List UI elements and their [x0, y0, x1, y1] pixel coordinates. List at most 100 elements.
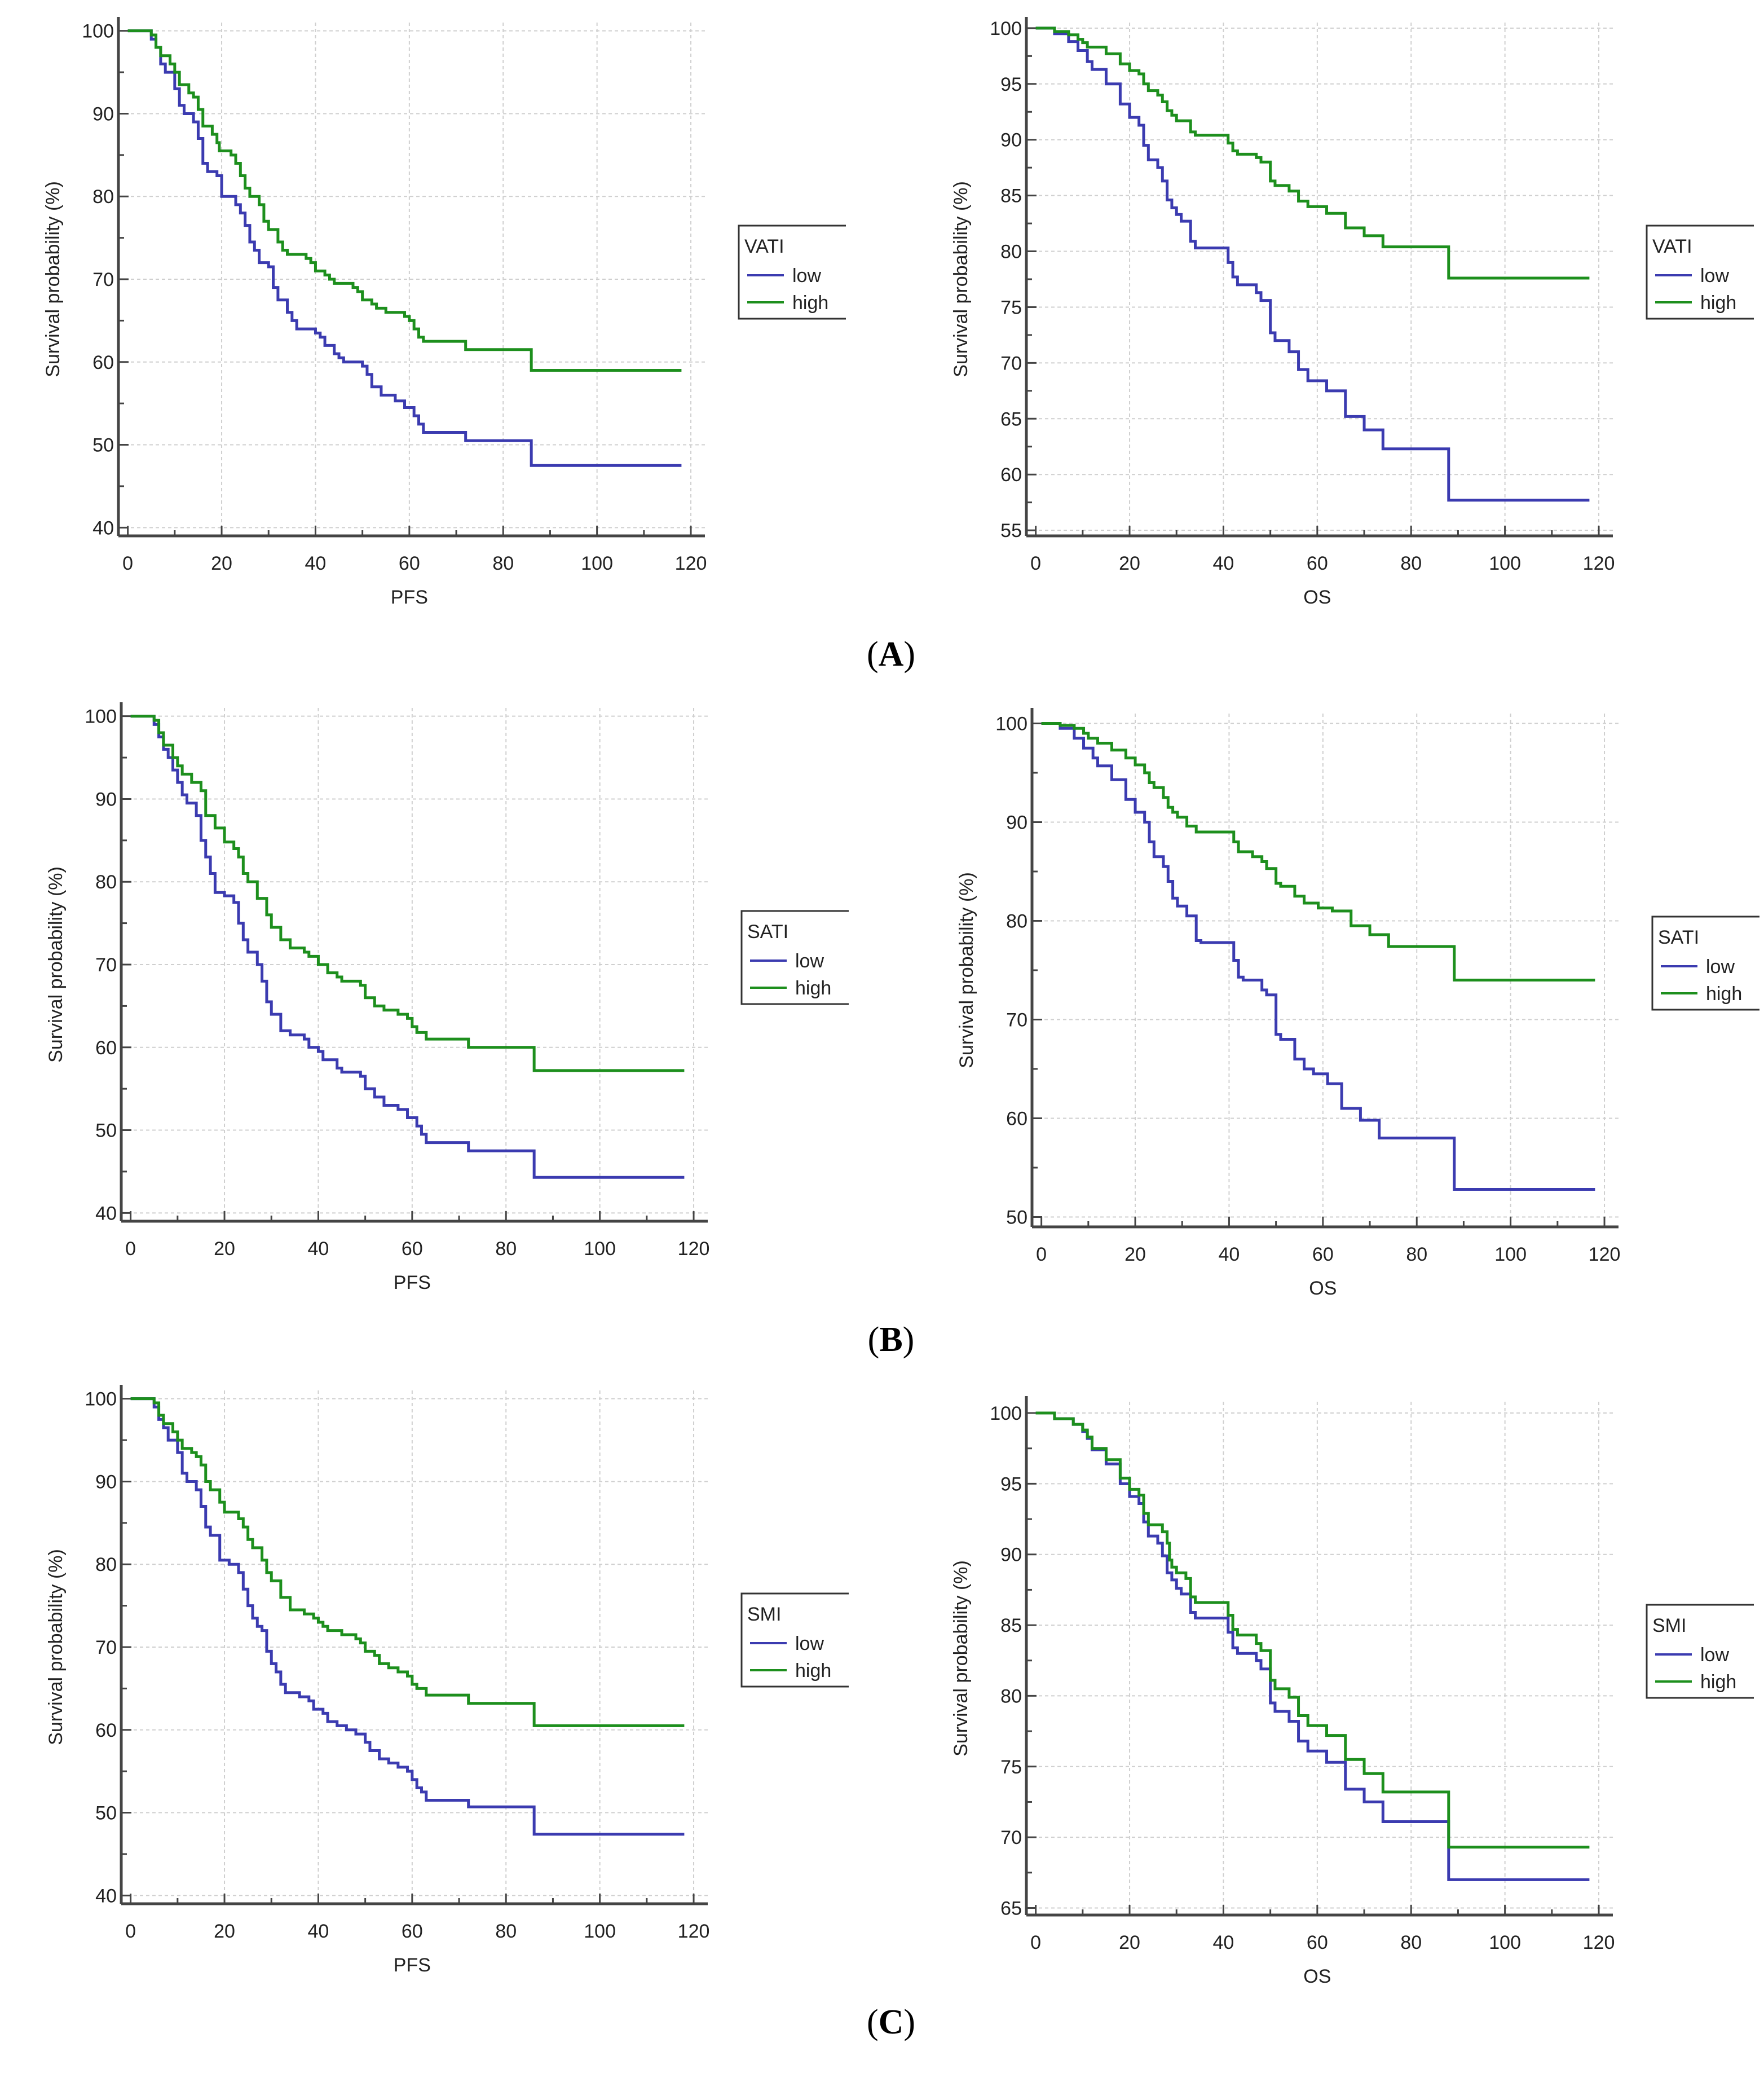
- legend-label-high: high: [1706, 983, 1742, 1005]
- y-tick-label: 85: [1000, 186, 1022, 207]
- y-tick-label: 90: [95, 789, 117, 810]
- x-tick-label: 20: [1124, 1244, 1146, 1265]
- chart-svg: 0 20 40 60 80 100 120 55 60 65 70 75 80 85 90 95 100 OS Su…: [950, 17, 1754, 608]
- y-tick-label: 85: [1000, 1615, 1022, 1636]
- x-tick-label: 120: [678, 1238, 710, 1260]
- km-curve-high: [127, 29, 682, 372]
- chart-c-pfs-smi: 0 20 40 60 80 100 120 40 50 60 70 80 90 100 PFS Surviva…: [14, 1379, 849, 1994]
- y-tick-label: 90: [1000, 1544, 1022, 1566]
- x-tick-label: 120: [675, 553, 707, 574]
- km-curve-high: [1041, 722, 1595, 981]
- panel-label-a: (A): [866, 635, 916, 674]
- x-tick-label: 20: [1119, 1932, 1140, 1953]
- x-tick-label: 60: [1307, 1932, 1328, 1953]
- x-tick-label: 100: [1494, 1244, 1527, 1265]
- y-tick-label: 100: [990, 1403, 1022, 1424]
- y-tick-label: 70: [95, 954, 117, 976]
- y-axis-label: Survival probability (%): [45, 866, 67, 1063]
- x-tick-label: 100: [584, 1921, 616, 1942]
- x-tick-label: 80: [492, 553, 514, 574]
- y-tick-label: 70: [95, 1637, 117, 1658]
- y-tick-label: 100: [990, 18, 1022, 39]
- y-tick-label: 80: [92, 186, 114, 208]
- legend-title: SATI: [747, 921, 788, 943]
- y-tick-label: 100: [82, 21, 114, 42]
- x-axis-label: PFS: [394, 1272, 431, 1293]
- y-tick-label: 60: [1006, 1108, 1027, 1130]
- chart-a-os-vati: 0 20 40 60 80 100 120 55 60 65 70 75 80 85 90 95 100 OS Su…: [919, 11, 1754, 626]
- legend-label-high: high: [795, 1660, 831, 1682]
- chart-a-pfs-vati: 0 20 40 60 80 100 120 40 50 60 70 80 90 100 PFS Surviva…: [11, 11, 846, 626]
- y-tick-label: 90: [1000, 130, 1022, 151]
- x-tick-label: 60: [1307, 553, 1328, 574]
- km-curve-low: [127, 29, 682, 467]
- x-tick-label: 0: [1036, 1244, 1047, 1265]
- y-axis-label: Survival probability (%): [42, 181, 64, 377]
- chart-svg: 0 20 40 60 80 100 120 40 50 60 70 80 90 100 PFS Surviva…: [42, 17, 846, 608]
- x-tick-label: 100: [1489, 1932, 1521, 1953]
- x-tick-label: 40: [308, 1921, 329, 1942]
- x-tick-label: 0: [122, 553, 133, 574]
- y-tick-label: 75: [1000, 297, 1022, 318]
- legend-label-high: high: [1700, 1671, 1736, 1693]
- y-tick-label: 60: [95, 1720, 117, 1741]
- km-curve-low: [1035, 1411, 1590, 1881]
- x-tick-label: 100: [584, 1238, 616, 1260]
- y-tick-label: 90: [1006, 812, 1027, 834]
- y-tick-label: 80: [95, 871, 117, 893]
- legend-title: VATI: [1652, 236, 1692, 257]
- y-tick-label: 40: [95, 1885, 117, 1907]
- y-tick-label: 80: [1006, 911, 1027, 932]
- x-tick-label: 120: [1589, 1244, 1621, 1265]
- x-tick-label: 20: [214, 1238, 235, 1260]
- x-tick-label: 40: [1219, 1244, 1240, 1265]
- x-axis-label: OS: [1309, 1278, 1337, 1299]
- y-tick-label: 65: [1000, 408, 1022, 430]
- y-axis-label: Survival probability (%): [956, 872, 977, 1068]
- panel-label-b: (B): [867, 1320, 915, 1359]
- x-tick-label: 0: [125, 1238, 136, 1260]
- x-tick-label: 20: [1119, 553, 1140, 574]
- y-axis-label: Survival probability (%): [45, 1549, 67, 1745]
- km-curve-high: [130, 715, 685, 1072]
- panel-label-c: (C): [866, 2003, 916, 2041]
- y-tick-label: 50: [92, 435, 114, 456]
- legend-label-low: low: [1706, 956, 1735, 978]
- y-tick-label: 70: [92, 269, 114, 290]
- x-tick-label: 80: [1400, 553, 1422, 574]
- x-axis-label: OS: [1303, 1966, 1331, 1987]
- y-tick-label: 60: [92, 352, 114, 373]
- x-axis-label: PFS: [391, 587, 428, 608]
- km-curve-high: [1035, 27, 1590, 280]
- x-tick-label: 80: [495, 1238, 517, 1260]
- x-tick-label: 0: [125, 1921, 136, 1942]
- x-tick-label: 60: [1312, 1244, 1334, 1265]
- legend-label-low: low: [795, 1633, 824, 1654]
- x-axis-label: OS: [1303, 587, 1331, 608]
- chart-svg: 0 20 40 60 80 100 120 65 70 75 80 85 90 95 100 OS Surviv…: [950, 1396, 1754, 1987]
- km-curve-low: [1035, 27, 1590, 502]
- y-tick-label: 60: [95, 1037, 117, 1059]
- legend-label-low: low: [1700, 1644, 1729, 1666]
- y-tick-label: 40: [95, 1203, 117, 1224]
- km-curve-high: [130, 1397, 685, 1727]
- legend-label-high: high: [1700, 292, 1736, 314]
- x-tick-label: 20: [211, 553, 232, 574]
- x-tick-label: 80: [1406, 1244, 1427, 1265]
- y-tick-label: 95: [1000, 74, 1022, 95]
- legend: SMI low high: [740, 1592, 849, 1688]
- y-tick-label: 80: [95, 1554, 117, 1575]
- chart-svg: 0 20 40 60 80 100 120 40 50 60 70 80 90 100 PFS Surviva…: [45, 1385, 849, 1976]
- chart-svg: 0 20 40 60 80 100 120 40 50 60 70 80 90 100 PFS Surviva…: [45, 702, 849, 1293]
- legend-label-high: high: [795, 978, 831, 999]
- legend-label-low: low: [792, 265, 821, 287]
- y-tick-label: 90: [92, 103, 114, 125]
- y-tick-label: 100: [85, 706, 117, 728]
- y-axis-label: Survival probability (%): [950, 1560, 972, 1757]
- x-tick-label: 0: [1030, 1932, 1041, 1953]
- x-tick-label: 100: [1489, 553, 1521, 574]
- y-tick-label: 80: [1000, 1685, 1022, 1707]
- y-tick-label: 70: [1000, 353, 1022, 374]
- y-tick-label: 50: [95, 1803, 117, 1824]
- x-tick-label: 80: [495, 1921, 517, 1942]
